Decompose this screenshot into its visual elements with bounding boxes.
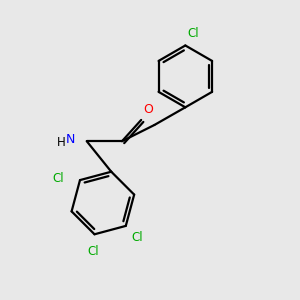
Text: H: H [57,136,65,149]
Text: Cl: Cl [131,231,143,244]
Text: O: O [143,103,153,116]
Text: N: N [66,133,76,146]
Text: Cl: Cl [188,27,199,40]
Text: Cl: Cl [52,172,64,185]
Text: Cl: Cl [87,244,99,258]
